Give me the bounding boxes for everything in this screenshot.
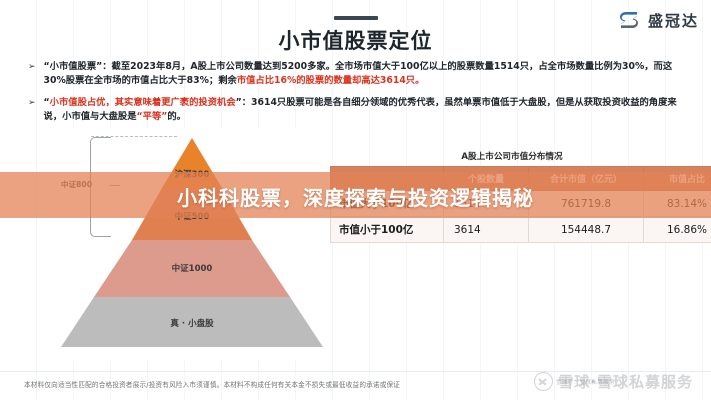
bullet-seg: ”：3614只股票可能是各自细分领域的优秀代表，虽然单票市值低于大盘股，但是从获… (43, 96, 677, 123)
table-cell: 154448.7 (528, 216, 644, 243)
table-cell: 市值小于100亿 (330, 216, 444, 243)
watermark-text: 雪球·雪球私募服务 (558, 373, 693, 391)
bullet-seg-emphasis: 市值占比16%的股票的数量却高达3614只。 (236, 75, 425, 87)
bullet-seg-emphasis: “平等” (136, 111, 168, 123)
pyramid-layer-3: 中证1000 (94, 240, 290, 297)
bullet-seg: 的。 (167, 111, 186, 123)
pyramid-layer-4: 真 · 小盘股 (61, 297, 323, 347)
bullet-seg-emphasis: 小市值股占优，其实意味着更广袤的投资机会 (49, 96, 236, 108)
brand-logo: 盛冠达 (617, 8, 699, 32)
watermark: 雪球·雪球私募服务 (534, 371, 693, 392)
pyramid-top-dash (91, 136, 177, 137)
s-mark-icon (617, 8, 641, 32)
overlay-banner (0, 172, 711, 218)
bullet-seg: “ (43, 96, 50, 108)
title-divider (333, 16, 378, 20)
bullet-text: “小市值股占优，其实意味着更广袤的投资机会”：3614只股票可能是各自细分领域的… (44, 96, 693, 125)
watermark-subtext: 雪球号：雪球私募服务 (555, 380, 615, 386)
table-cell: 16.86% (643, 216, 711, 243)
bullet-item: ➢ “小市值股占优，其实意味着更广袤的投资机会”：3614只股票可能是各自细分领… (28, 96, 693, 125)
overlay-title: 小科科股票，深度探索与投资逻辑揭秘 (177, 185, 534, 210)
bullet-arrow-icon: ➢ (28, 97, 36, 108)
bullet-seg: “小市值股票”：截至2023年8月，A股上市公司数量达到5200多家。全市场市值… (43, 61, 673, 87)
bullet-text: “小市值股票”：截至2023年8月，A股上市公司数量达到5200多家。全市场市值… (44, 60, 693, 89)
pyramid-chart: 中证800 沪深300 中证500 中证1000 (58, 128, 326, 360)
pyramid-stage: 中证800 沪深300 中证500 中证1000 (58, 128, 326, 360)
pyramid-layer-3-label: 中证1000 (171, 264, 213, 274)
snowball-x-icon (534, 372, 554, 391)
disclaimer-text: 本材料仅向适当性匹配的合格投资者展示/投资有风险入市须谨慎。本材料不构成任何有关… (24, 381, 401, 389)
bullet-arrow-icon: ➢ (28, 62, 36, 72)
table-row: 市值小于100亿 3614 154448.7 16.86% (330, 216, 711, 243)
pyramid-layer-4-label: 真 · 小盘股 (170, 319, 214, 329)
bullet-item: ➢ “小市值股票”：截至2023年8月，A股上市公司数量达到5200多家。全市场… (28, 60, 693, 89)
brand-name: 盛冠达 (647, 11, 699, 30)
page-title: 小市值股票定位 (278, 29, 433, 53)
table-cell: 3614 (443, 216, 529, 243)
bullet-list: ➢ “小市值股票”：截至2023年8月，A股上市公司数量达到5200多家。全市场… (28, 60, 693, 132)
footer-divider (0, 371, 711, 372)
table-caption: A股上市公司市值分布情况 (461, 152, 563, 162)
